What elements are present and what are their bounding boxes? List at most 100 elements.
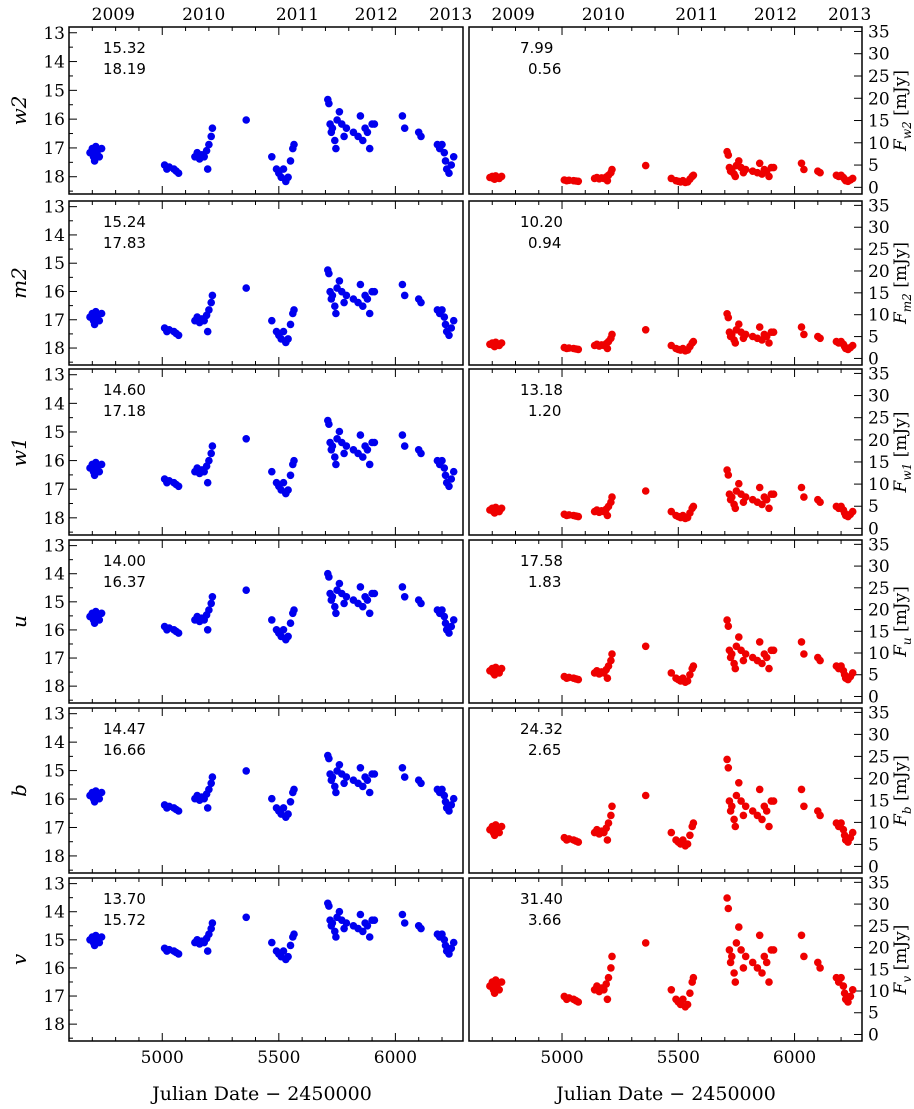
magnitude-point	[205, 785, 213, 794]
magnitude-point	[208, 442, 217, 450]
magnitude-point	[340, 599, 348, 608]
flux-point	[689, 662, 698, 670]
flux-point	[848, 507, 857, 516]
flux-point	[837, 973, 845, 982]
flux-point	[735, 633, 743, 641]
flux-point	[683, 1000, 692, 1009]
y-tick-label: 14	[43, 394, 65, 414]
magnitude-point	[242, 435, 250, 443]
y-tick-label: 5	[868, 835, 879, 855]
flux-point	[848, 341, 857, 350]
flux-point	[758, 969, 766, 977]
magnitude-point	[449, 794, 458, 803]
flux-point	[758, 500, 766, 509]
y-tick-label: 30	[868, 895, 890, 915]
magnitude-point	[290, 930, 298, 938]
magnitude-point	[417, 298, 425, 307]
flux-point	[495, 828, 504, 837]
magnitude-point	[286, 941, 295, 950]
magnitude-axis-label: w2	[7, 96, 31, 126]
x-axis-title-left: Julian Date − 2450000	[150, 1083, 372, 1105]
magnitude-point	[335, 907, 344, 916]
magnitude-point	[447, 801, 456, 809]
magnitude-point	[208, 919, 217, 927]
magnitude-point	[328, 124, 337, 132]
y-tick-label: 13	[43, 537, 65, 557]
flux-point	[667, 828, 676, 837]
flux-point	[762, 807, 771, 815]
y-tick-label: 15	[868, 284, 890, 304]
magnitude-point	[440, 148, 449, 157]
magnitude-point	[417, 924, 425, 933]
flux-point	[816, 964, 824, 972]
flux-point	[641, 791, 650, 800]
magnitude-point	[97, 788, 106, 797]
magnitude-point	[290, 606, 298, 614]
y-tick-label: 15	[868, 453, 890, 473]
flux-point	[574, 345, 583, 354]
flux-point	[741, 952, 750, 961]
magnitude-point	[356, 910, 365, 919]
magnitude-point	[449, 616, 458, 624]
x-tick-label: 5500	[257, 1048, 300, 1068]
flux-point	[728, 493, 736, 501]
magnitude-point	[286, 157, 295, 165]
flux-point	[755, 785, 764, 794]
flux-point	[730, 815, 738, 824]
magnitude-point	[331, 136, 339, 145]
magnitude-point	[342, 773, 351, 781]
magnitude-point	[328, 442, 337, 450]
magnitude-point	[340, 132, 348, 141]
y-tick-label: 25	[868, 67, 890, 87]
magnitude-point	[440, 612, 449, 621]
y-tick-label: 0	[868, 857, 879, 877]
magnitude-point	[279, 626, 288, 634]
magnitude-point	[359, 602, 367, 611]
flux-point	[686, 671, 694, 679]
magnitude-point	[363, 128, 372, 137]
top-year-label: 2009	[492, 5, 535, 25]
magnitude-point	[400, 773, 409, 781]
magnitude-point	[325, 902, 333, 910]
y-tick-label: 20	[868, 89, 890, 109]
flux-point	[724, 764, 733, 772]
flux-point	[607, 964, 615, 972]
magnitude-point	[97, 144, 106, 153]
flux-point	[816, 168, 824, 177]
magnitude-axis-label: w1	[7, 437, 31, 467]
y-tick-label: 10	[868, 644, 890, 664]
flux-point	[641, 487, 650, 495]
magnitude-axis-label: b	[7, 784, 31, 797]
magnitude-point	[325, 754, 333, 763]
flux-point	[739, 656, 748, 665]
y-tick-label: 17	[43, 818, 65, 838]
flux-point	[600, 986, 608, 994]
magnitude-point	[279, 804, 288, 812]
flux-point	[839, 982, 848, 990]
flux-point	[731, 822, 740, 831]
flux-axis-label: Fm2 [mJy]	[891, 242, 914, 325]
flux-point	[608, 650, 616, 658]
y-tick-label: 0	[868, 178, 879, 198]
magnitude-point	[268, 794, 276, 803]
magnitude-point	[331, 453, 339, 461]
magnitude-point	[203, 478, 212, 487]
magnitude-point	[203, 327, 212, 336]
flux-point	[731, 339, 740, 347]
flux-point	[765, 822, 773, 831]
flux-panel-frame	[468, 200, 863, 366]
y-tick-label: 15	[43, 762, 65, 782]
flux-point	[846, 992, 855, 1001]
magnitude-point	[174, 169, 183, 177]
magnitude-point	[284, 486, 292, 494]
flux-max-annotation: 7.99	[520, 39, 553, 57]
magnitude-point	[438, 140, 446, 149]
magnitude-point	[447, 622, 456, 631]
y-tick-label: 14	[43, 565, 65, 585]
magnitude-point	[356, 764, 365, 772]
flux-point	[574, 512, 583, 521]
flux-point	[574, 838, 583, 846]
flux-point	[689, 171, 698, 180]
